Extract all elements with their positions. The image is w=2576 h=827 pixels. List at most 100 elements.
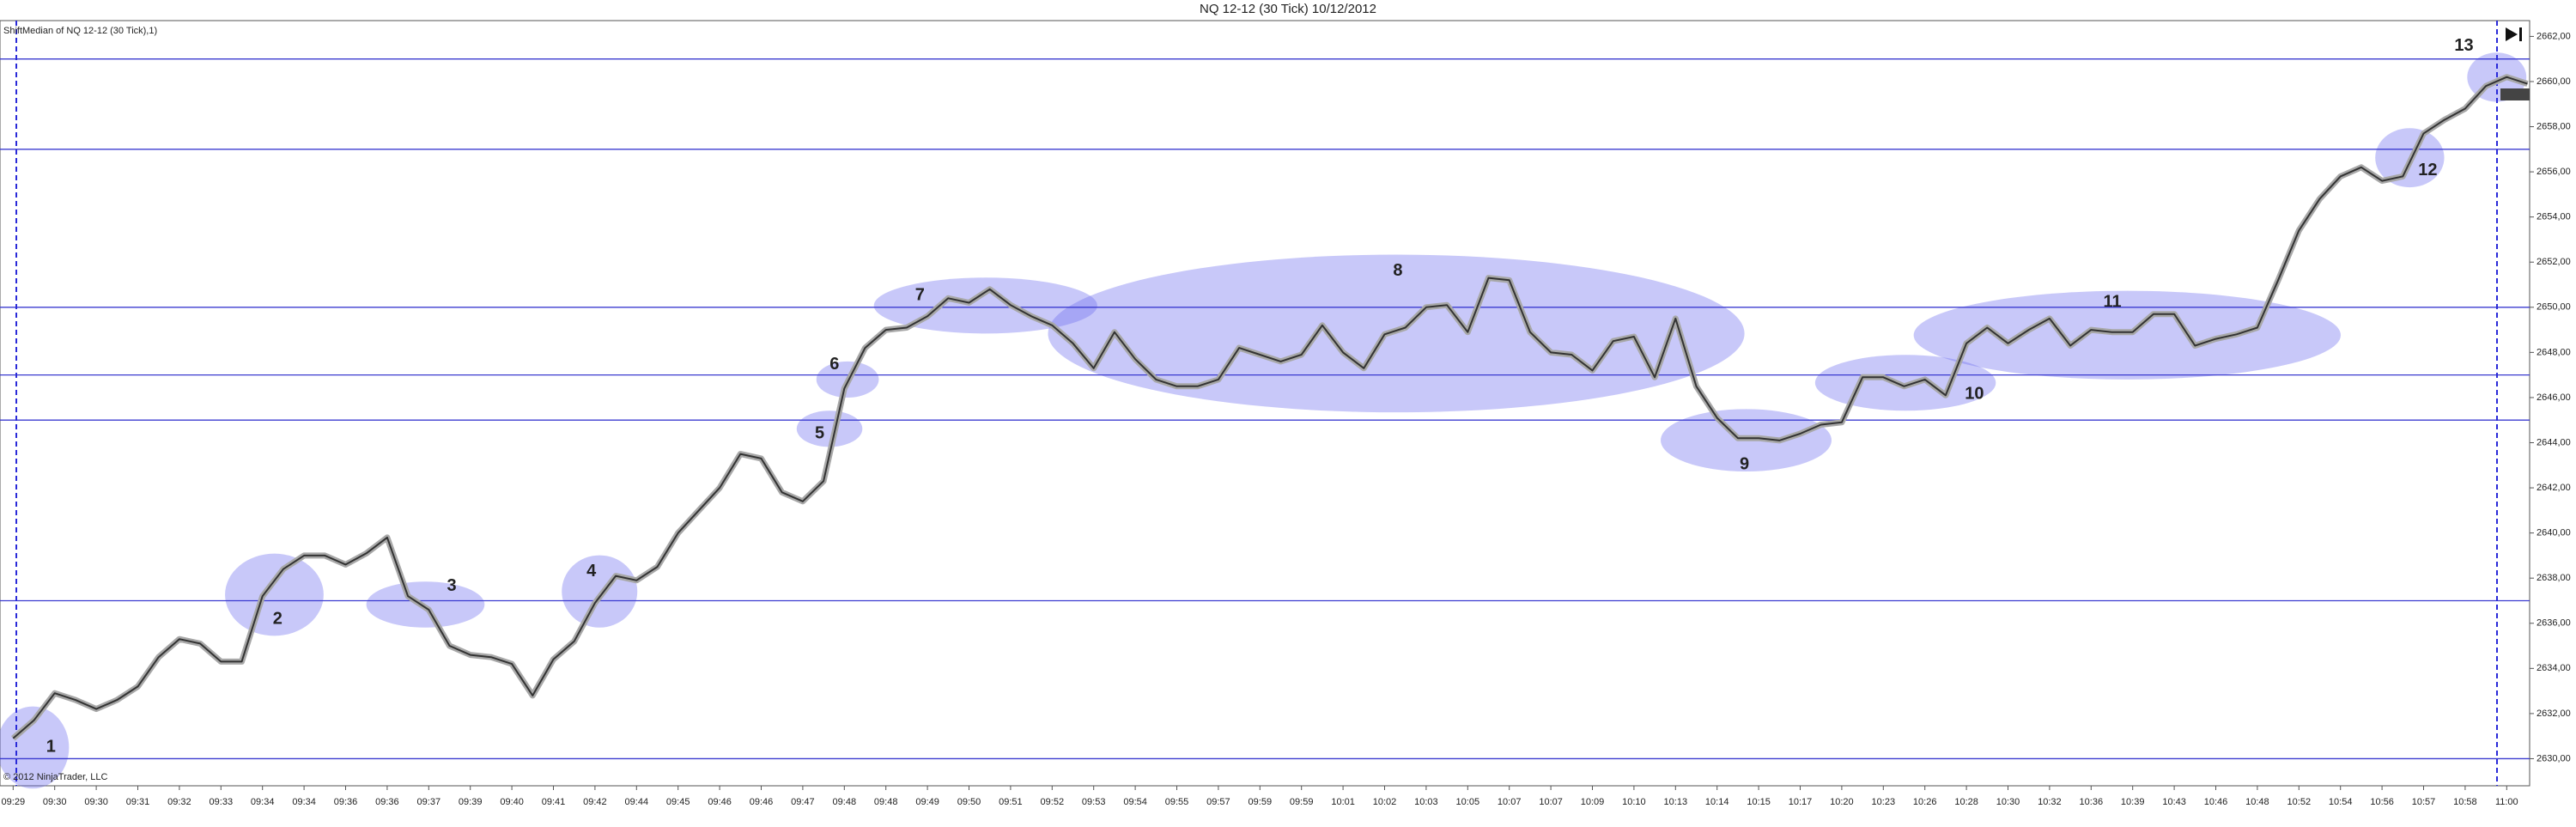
y-tick-label: 2630,00 [2537, 753, 2571, 763]
y-tick-label: 2656,00 [2537, 167, 2571, 177]
x-tick-label: 09:36 [375, 797, 399, 807]
x-tick-label: 10:01 [1331, 797, 1355, 807]
region-label: 9 [1740, 455, 1749, 474]
region-label: 13 [2454, 36, 2473, 55]
x-tick-label: 10:07 [1539, 797, 1563, 807]
y-tick-label: 2638,00 [2537, 573, 2571, 583]
x-tick-label: 10:17 [1789, 797, 1813, 807]
x-tick-label: 10:23 [1872, 797, 1896, 807]
x-tick-label: 09:41 [542, 797, 566, 807]
x-tick-label: 09:53 [1082, 797, 1106, 807]
x-tick-label: 09:29 [2, 797, 26, 807]
x-tick-label: 10:36 [2080, 797, 2104, 807]
region-label: 7 [915, 286, 925, 305]
x-tick-label: 09:59 [1290, 797, 1314, 807]
x-tick-label: 09:46 [750, 797, 774, 807]
x-tick-label: 09:50 [957, 797, 981, 807]
x-tick-label: 09:36 [334, 797, 358, 807]
x-tick-label: 09:39 [459, 797, 483, 807]
y-tick-label: 2650,00 [2537, 302, 2571, 313]
x-tick-label: 10:56 [2370, 797, 2394, 807]
region-label: 6 [829, 355, 839, 374]
x-tick-label: 09:57 [1206, 797, 1230, 807]
y-tick-label: 2636,00 [2537, 618, 2571, 629]
y-tick-label: 2654,00 [2537, 212, 2571, 222]
x-tick-label: 09:54 [1123, 797, 1147, 807]
x-tick-label: 10:58 [2453, 797, 2477, 807]
x-tick-label: 10:57 [2412, 797, 2436, 807]
highlight-region [225, 553, 324, 636]
region-label: 3 [447, 576, 457, 595]
y-tick-label: 2658,00 [2537, 121, 2571, 131]
x-tick-label: 10:52 [2287, 797, 2312, 807]
chart-title: NQ 12-12 (30 Tick) 10/12/2012 [1200, 2, 1376, 16]
y-tick-label: 2648,00 [2537, 347, 2571, 357]
x-tick-label: 10:43 [2162, 797, 2186, 807]
y-tick-label: 2662,00 [2537, 31, 2571, 41]
x-tick-label: 09:34 [251, 797, 275, 807]
x-tick-label: 10:14 [1705, 797, 1729, 807]
x-tick-label: 10:10 [1622, 797, 1646, 807]
x-tick-label: 09:52 [1041, 797, 1065, 807]
x-tick-label: 10:15 [1747, 797, 1771, 807]
y-tick-label: 2644,00 [2537, 437, 2571, 447]
x-tick-label: 10:32 [2038, 797, 2062, 807]
highlight-region [0, 706, 70, 789]
copyright: © 2012 NinjaTrader, LLC [3, 772, 107, 782]
x-tick-label: 09:44 [625, 797, 649, 807]
x-tick-label: 09:32 [167, 797, 191, 807]
x-tick-label: 10:39 [2121, 797, 2145, 807]
series-label: ShiftMedian of NQ 12-12 (30 Tick),1) [3, 26, 157, 36]
y-tick-label: 2632,00 [2537, 708, 2571, 719]
bar-icon [2519, 27, 2522, 41]
y-tick-label: 2634,00 [2537, 663, 2571, 673]
x-tick-label: 09:47 [791, 797, 815, 807]
scroll-end-button[interactable] [2500, 24, 2526, 45]
plot-frame [0, 20, 2530, 787]
x-tick-label: 10:03 [1414, 797, 1438, 807]
highlight-region [1913, 290, 2342, 380]
x-tick-label: 09:30 [43, 797, 67, 807]
x-tick-label: 09:48 [874, 797, 898, 807]
play-icon [2506, 27, 2518, 41]
x-tick-label: 10:30 [1996, 797, 2020, 807]
x-tick-label: 09:34 [292, 797, 316, 807]
y-tick-label: 2652,00 [2537, 257, 2571, 267]
x-tick-label: 09:42 [583, 797, 607, 807]
region-label: 12 [2418, 161, 2437, 179]
region-label: 2 [273, 609, 283, 628]
y-tick-label: 2642,00 [2537, 483, 2571, 493]
x-tick-label: 10:02 [1373, 797, 1397, 807]
x-tick-label: 09:37 [417, 797, 441, 807]
x-tick-label: 11:00 [2495, 797, 2518, 807]
region-label: 10 [1965, 384, 1984, 403]
price-line [12, 76, 2528, 739]
region-label: 8 [1393, 261, 1402, 280]
x-tick-label: 09:31 [126, 797, 150, 807]
region-label: 5 [815, 423, 824, 442]
x-tick-label: 09:33 [210, 797, 234, 807]
region-label: 1 [46, 738, 56, 757]
line-layer [0, 58, 2530, 760]
x-tick-label: 09:49 [915, 797, 939, 807]
x-tick-label: 09:45 [666, 797, 690, 807]
x-tick-label: 09:55 [1165, 797, 1189, 807]
x-tick-label: 10:05 [1456, 797, 1480, 807]
x-tick-label: 09:40 [500, 797, 524, 807]
x-tick-label: 10:48 [2245, 797, 2269, 807]
y-tick-label: 2646,00 [2537, 392, 2571, 403]
x-tick-label: 09:48 [833, 797, 857, 807]
region-label: 4 [586, 562, 597, 581]
x-tick-label: 10:20 [1830, 797, 1854, 807]
x-tick-label: 10:13 [1664, 797, 1688, 807]
y-tick-label: 2640,00 [2537, 528, 2571, 538]
x-tick-label: 09:51 [999, 797, 1023, 807]
x-tick-label: 09:46 [708, 797, 732, 807]
x-tick-label: 09:30 [84, 797, 108, 807]
x-tick-label: 09:59 [1249, 797, 1273, 807]
x-tick-label: 10:07 [1498, 797, 1522, 807]
x-tick-label: 10:28 [1954, 797, 1978, 807]
